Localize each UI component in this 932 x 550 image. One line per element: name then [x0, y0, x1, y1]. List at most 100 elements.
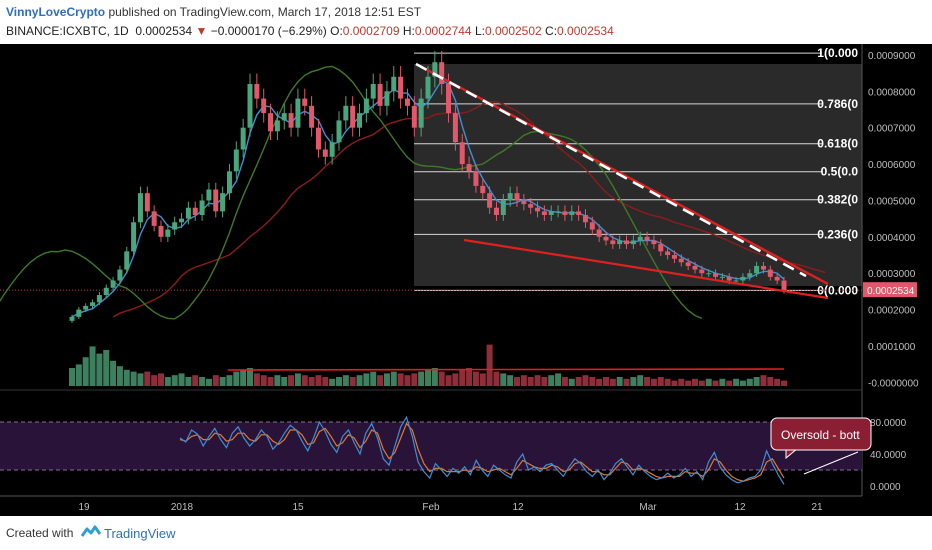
lagging-span-line	[0, 65, 703, 320]
tradingview-brand[interactable]: TradingView	[104, 526, 176, 541]
candle	[719, 276, 725, 278]
candle	[90, 302, 96, 306]
symbol: BINANCE:ICXBTC, 1D	[6, 24, 129, 38]
time-tick-label: 2018	[171, 502, 194, 513]
candle	[713, 273, 719, 277]
candle	[268, 113, 274, 132]
candle	[350, 105, 356, 128]
volume-bar	[322, 377, 329, 386]
price-chart[interactable]: 1(0.000 0.786(0 0.618(0 0.5(0.0 0.382(0 0.236…	[0, 44, 932, 516]
author-link[interactable]: VinnyLoveCrypto	[6, 5, 106, 19]
candle	[617, 240, 623, 245]
candle	[404, 98, 410, 106]
volume-bar	[185, 377, 192, 386]
candle	[610, 240, 616, 245]
candle	[692, 265, 698, 270]
candle	[357, 113, 363, 128]
volume-bar	[753, 377, 760, 386]
annotation-box	[770, 417, 872, 451]
candle	[165, 229, 171, 237]
volume-bar	[164, 377, 171, 386]
candle	[151, 211, 157, 226]
candle	[726, 276, 732, 281]
candle	[767, 269, 773, 277]
volume-bar	[233, 371, 240, 386]
candle	[117, 269, 123, 281]
price-change: −0.0000170 (−6.29%)	[210, 24, 327, 38]
low-label: L:	[474, 24, 485, 38]
publish-line: VinnyLoveCrypto published on TradingView…	[6, 5, 421, 19]
candle	[418, 98, 424, 128]
candle	[624, 240, 630, 245]
candle	[322, 149, 328, 157]
volume-bar	[589, 377, 596, 386]
candle	[514, 193, 520, 201]
chart-area[interactable]: 1(0.000 0.786(0 0.618(0 0.5(0.0 0.382(0 0.236…	[0, 44, 932, 516]
volume-bar	[520, 375, 527, 386]
fib-label: 0.382(0	[817, 193, 858, 207]
candle	[144, 193, 150, 212]
volume-bar	[548, 375, 555, 386]
volume-bar	[171, 375, 178, 386]
time-tick-label: Mar	[639, 502, 657, 513]
footer: Created with TradingView	[0, 516, 932, 550]
volume-bar	[657, 377, 664, 386]
volume-bar	[116, 366, 123, 386]
volume-bar	[644, 377, 651, 386]
volume-bar	[123, 369, 130, 386]
candle	[466, 164, 472, 172]
candle	[521, 200, 527, 205]
publish-info: published on TradingView.com, March 17, …	[108, 5, 422, 19]
volume-bar	[349, 377, 356, 386]
candle	[432, 62, 438, 77]
volume-bar	[493, 371, 500, 386]
price-tick-label: 0.0009000	[868, 51, 916, 62]
volume-bar	[260, 375, 267, 386]
close-value: 0.0002534	[557, 24, 614, 38]
candle	[459, 142, 465, 165]
fib-zone	[414, 64, 862, 286]
candle	[644, 236, 650, 241]
price-tick-label: 0.0001000	[868, 342, 916, 353]
volume-bar	[383, 373, 390, 386]
candle	[329, 142, 335, 157]
time-tick-label: 12	[734, 502, 746, 513]
open-label: O:	[330, 24, 343, 38]
candle	[425, 76, 431, 99]
volume-bar	[294, 373, 301, 386]
candle	[213, 189, 219, 212]
last-price-tag-label: 0.0002534	[867, 286, 915, 297]
volume-bar	[240, 369, 247, 386]
volume-bar	[370, 371, 377, 386]
volume-bar	[760, 375, 767, 386]
volume-bar	[671, 380, 678, 386]
time-tick-label: 21	[811, 502, 823, 513]
candle	[555, 211, 561, 213]
candle	[76, 309, 82, 317]
volume-bar	[582, 375, 589, 386]
candle	[706, 273, 712, 275]
candle	[535, 207, 541, 212]
candle	[569, 211, 575, 215]
volume-bar	[568, 378, 575, 386]
volume-bar	[705, 378, 712, 386]
candle	[582, 215, 588, 223]
volume-bar	[739, 380, 746, 386]
candle	[685, 262, 691, 266]
volume-bar	[308, 377, 315, 386]
close-label: C:	[545, 24, 558, 38]
candle	[487, 193, 493, 208]
volume-bar	[733, 378, 740, 386]
volume-bar	[199, 377, 206, 386]
volume-bar	[69, 368, 75, 386]
candle	[199, 200, 205, 215]
candle	[254, 84, 260, 99]
candle	[589, 222, 595, 230]
candle	[562, 211, 568, 215]
volume-bar	[630, 377, 637, 386]
candle	[377, 84, 383, 106]
candle	[665, 251, 671, 256]
candle	[596, 229, 602, 237]
volume-bar	[698, 380, 705, 386]
candle	[528, 204, 534, 208]
